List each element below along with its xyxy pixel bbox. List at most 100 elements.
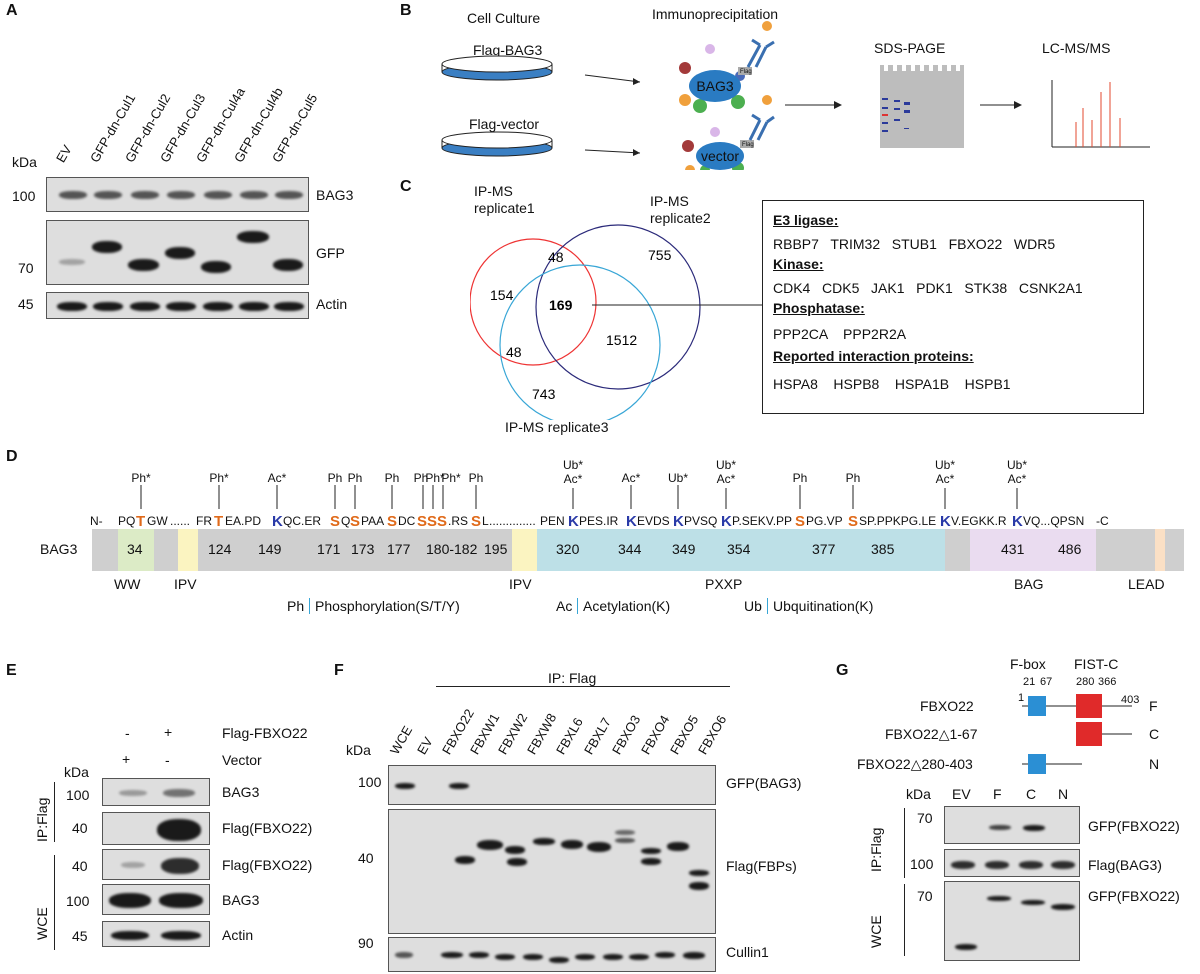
bracket-line	[54, 782, 55, 842]
pos-label: 280	[1076, 676, 1095, 688]
panel-label-e: E	[6, 662, 17, 679]
svg-text:Ph: Ph	[469, 471, 484, 485]
venn-circle-rep3	[499, 264, 661, 420]
svg-text:K: K	[568, 513, 579, 530]
svg-text:K: K	[626, 513, 637, 530]
sign: +	[122, 751, 131, 767]
blot-f2	[388, 809, 716, 934]
domain-pxxp	[537, 529, 945, 571]
protein-label: BAG3	[40, 541, 78, 557]
svg-text:PG.VP: PG.VP	[806, 514, 843, 528]
svg-text:S: S	[350, 513, 360, 530]
residue-number: 149	[258, 541, 282, 557]
construct-label: FBXO22△1-67	[885, 726, 978, 742]
svg-text:.RS: .RS	[448, 514, 468, 528]
domain-name: LEAD	[1128, 576, 1165, 592]
kinase-title: Kinase:	[773, 256, 824, 272]
legend-ac-abbr: Ac	[556, 598, 573, 614]
residue-number: 320	[556, 541, 580, 557]
domain-bag	[970, 529, 1096, 571]
venn-label-rep2: IP-MS replicate2	[650, 193, 711, 226]
flag-tag-text: Flag	[740, 69, 752, 75]
kinase-list: CDK4 CDK5 JAK1 PDK1 STK38 CSNK2A1	[773, 280, 1083, 296]
svg-text:Ub*: Ub*	[935, 458, 955, 472]
blot-bag3	[46, 177, 309, 212]
e3-title: E3 ligase:	[773, 212, 839, 228]
svg-text:S: S	[330, 513, 340, 530]
sign: -	[165, 752, 170, 768]
bracket-line	[904, 808, 905, 878]
residue-number: 431	[1001, 541, 1025, 557]
panel-label-f: F	[334, 662, 344, 679]
lane-label: EV	[952, 786, 971, 802]
ipflag-label: IP:Flag	[34, 797, 50, 842]
blot-gfp	[46, 220, 309, 285]
venn-circle-rep2	[535, 224, 701, 390]
svg-text:EA.PD: EA.PD	[225, 514, 261, 528]
marker: 100	[66, 893, 90, 909]
svg-text:Ph*: Ph*	[209, 471, 229, 485]
svg-text:Ph*: Ph*	[425, 471, 445, 485]
svg-text:EVDS: EVDS	[637, 514, 670, 528]
lane-label: FBXO3	[609, 712, 644, 757]
svg-text:K: K	[721, 513, 732, 530]
panel-label-g: G	[836, 662, 849, 679]
lane-label: N	[1058, 786, 1069, 802]
fistc-label: FIST-C	[1074, 656, 1119, 672]
blot-label: Flag(BAG3)	[1088, 857, 1162, 873]
construct-label: FBXO22△280-403	[857, 756, 973, 772]
lane-label: FBXL6	[553, 715, 586, 757]
marker-45: 45	[18, 296, 34, 312]
lane-label: C	[1026, 786, 1037, 802]
blot-e1	[102, 778, 210, 806]
blot-e4	[102, 884, 210, 915]
svg-text:Ac*: Ac*	[936, 472, 955, 486]
pos-label: 366	[1098, 676, 1117, 688]
svg-text:Ub*: Ub*	[563, 458, 583, 472]
blot-label: GFP(BAG3)	[726, 775, 802, 791]
domain-ipv1	[178, 529, 198, 571]
marker: 40	[358, 850, 374, 866]
blot-label: Actin	[316, 296, 348, 312]
svg-text:Ph*: Ph*	[131, 471, 151, 485]
blot-label: BAG3	[222, 892, 260, 908]
svg-text:QC.ER: QC.ER	[283, 514, 321, 528]
venn-diagram: 154 48 755 169 48 1512 743	[470, 224, 770, 420]
panel-label-c: C	[400, 178, 412, 195]
blot-g1	[944, 806, 1080, 844]
blot-label: GFP	[316, 245, 345, 261]
svg-text:S: S	[795, 513, 805, 530]
svg-text:Ub*: Ub*	[668, 471, 688, 485]
svg-text:......: ......	[170, 514, 190, 528]
blot-label: Flag(FBPs)	[726, 858, 797, 874]
vector-text: vector	[701, 148, 739, 164]
kda-label: kDa	[346, 742, 371, 758]
svg-text:S: S	[471, 513, 481, 530]
svg-text:P.SEKV.PP: P.SEKV.PP	[732, 514, 792, 528]
phosphatase-title: Phosphatase:	[773, 300, 865, 316]
marker-70: 70	[18, 260, 34, 276]
bag3-complex-icon	[679, 21, 775, 113]
svg-text:SSS: SSS	[417, 513, 447, 530]
panel-label-a: A	[6, 2, 18, 19]
legend-ac-text: Acetylation(K)	[583, 598, 671, 614]
svg-text:Q: Q	[341, 514, 350, 528]
svg-text:S: S	[848, 513, 858, 530]
residue-number: 171	[317, 541, 341, 557]
kda-label: kDa	[12, 154, 37, 170]
legend-divider	[767, 598, 768, 614]
domain-name: PXXP	[705, 576, 743, 592]
mass-spectrum-icon	[1051, 80, 1150, 148]
ip-flag-header: IP: Flag	[548, 670, 597, 686]
residue-number: 124	[208, 541, 232, 557]
pos-label: 403	[1121, 694, 1140, 706]
lane-label: EV	[414, 734, 436, 757]
sign: +	[164, 724, 173, 740]
interactor-list-box: E3 ligase: RBBP7 TRIM32 STUB1 FBXO22 WDR…	[762, 200, 1144, 414]
svg-text:PES.IR: PES.IR	[579, 514, 619, 528]
blot-label: GFP(FBXO22)	[1088, 818, 1180, 834]
panel-label-d: D	[6, 448, 18, 465]
svg-text:Ph: Ph	[328, 471, 343, 485]
bag3-text: BAG3	[696, 78, 734, 94]
ipflag-label: IP:Flag	[868, 827, 884, 872]
